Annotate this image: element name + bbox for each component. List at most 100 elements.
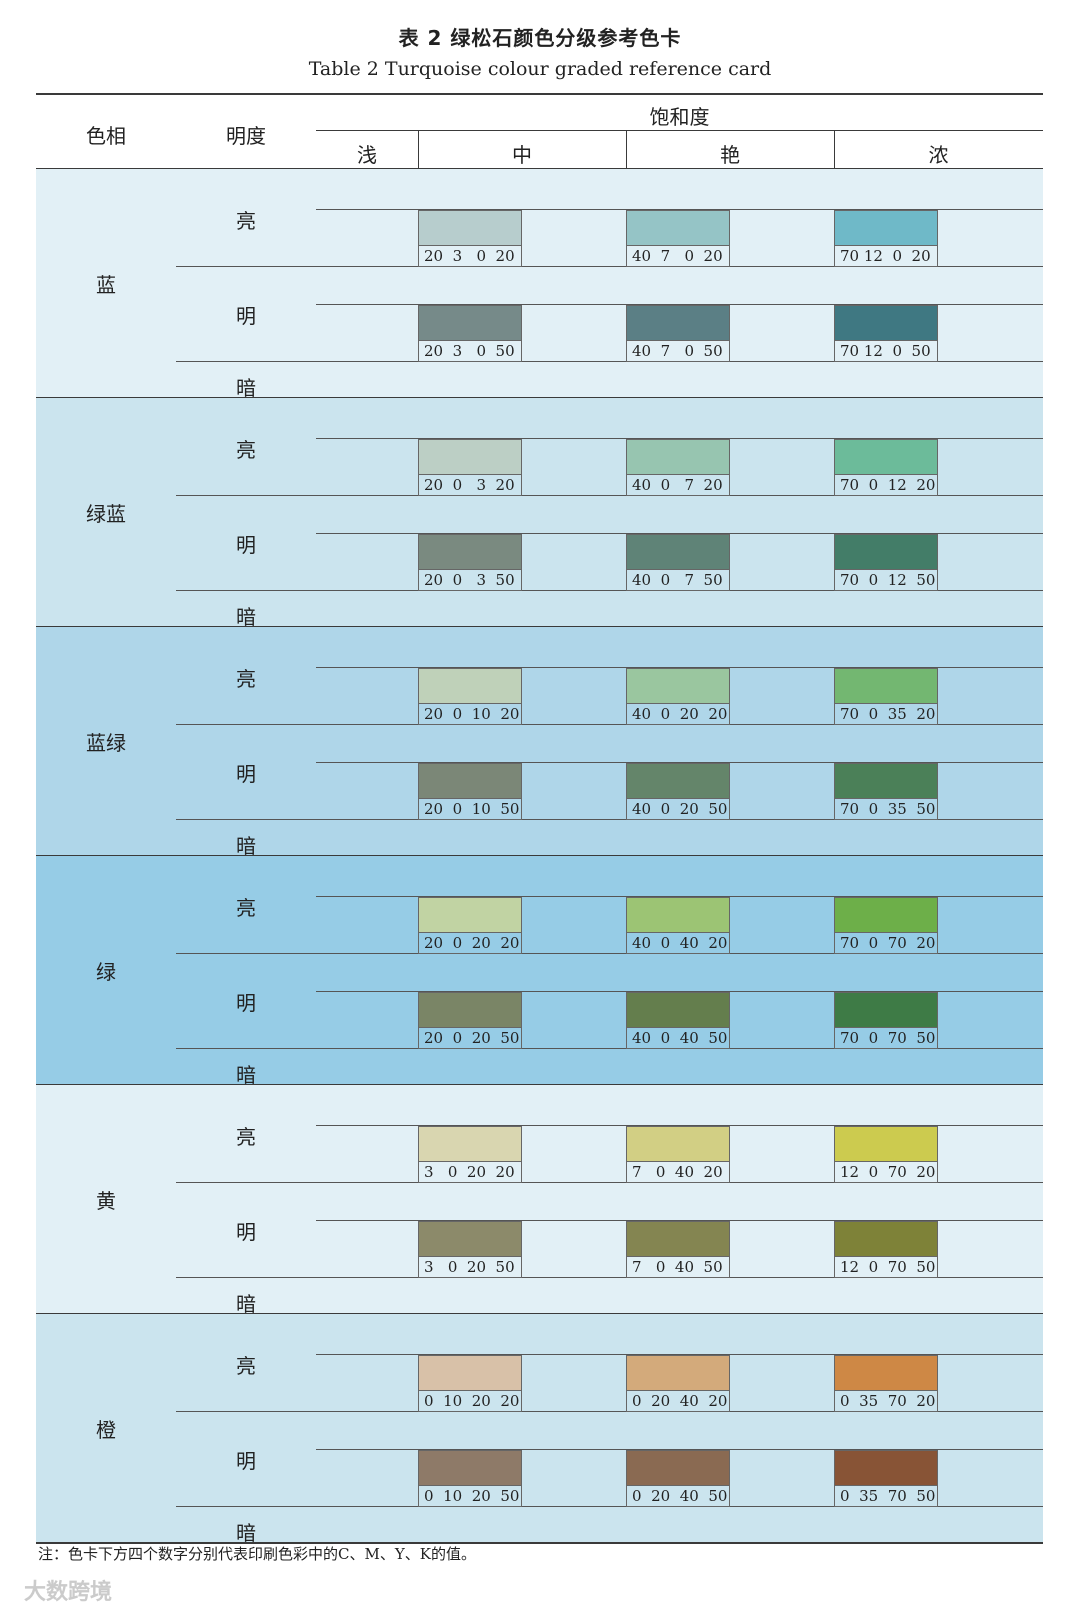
swatch-color-patch: [626, 763, 730, 799]
swatch-cmyk-code: 7 0 40 50: [626, 1257, 730, 1278]
color-swatch: 70 0 35 50: [834, 763, 938, 820]
color-swatch: 70 0 12 50: [834, 534, 938, 591]
swatch-color-patch: [834, 534, 938, 570]
brightness-label-dark: 暗: [236, 1063, 256, 1087]
header-brightness: 明度: [226, 124, 266, 148]
swatch-color-patch: [418, 210, 522, 246]
row-bottom-line: [176, 1182, 1043, 1183]
swatch-color-patch: [626, 210, 730, 246]
swatch-cmyk-code: 40 0 40 20: [626, 933, 730, 954]
color-swatch: 0 10 20 50: [418, 1450, 522, 1507]
header-bottom-rule: [36, 168, 1043, 169]
row-top-line: [316, 438, 1043, 439]
group-bottom-rule: [36, 855, 1043, 856]
swatch-cmyk-code: 12 0 70 50: [834, 1257, 938, 1278]
header-level: 艳: [720, 143, 740, 167]
swatch-cmyk-code: 0 10 20 20: [418, 1391, 522, 1412]
swatch-color-patch: [626, 668, 730, 704]
swatch-color-patch: [834, 1355, 938, 1391]
swatch-color-patch: [418, 534, 522, 570]
table-top-rule: [36, 93, 1043, 95]
swatch-color-patch: [418, 897, 522, 933]
swatch-cmyk-code: 40 7 0 20: [626, 246, 730, 267]
brightness-label: 明: [236, 304, 256, 328]
brightness-label: 亮: [236, 209, 256, 233]
hue-label: 橙: [96, 1418, 116, 1442]
header-level: 浅: [357, 143, 377, 167]
color-swatch: 40 7 0 20: [626, 210, 730, 267]
group-bottom-rule: [36, 1313, 1043, 1314]
brightness-label: 亮: [236, 438, 256, 462]
watermark-logo: 大数跨境: [24, 1580, 113, 1605]
swatch-cmyk-code: 20 0 10 50: [418, 799, 522, 820]
swatch-color-patch: [834, 439, 938, 475]
swatch-cmyk-code: 70 0 35 20: [834, 704, 938, 725]
swatch-color-patch: [626, 897, 730, 933]
color-swatch: 0 10 20 20: [418, 1355, 522, 1412]
swatch-cmyk-code: 0 35 70 20: [834, 1391, 938, 1412]
header-hue: 色相: [86, 124, 126, 148]
brightness-label-dark: 暗: [236, 834, 256, 858]
title-en: Table 2 Turquoise colour graded referenc…: [308, 58, 772, 80]
hue-label: 蓝: [96, 273, 116, 297]
swatch-cmyk-code: 7 0 40 20: [626, 1162, 730, 1183]
swatch-color-patch: [834, 1126, 938, 1162]
row-bottom-line: [176, 819, 1043, 820]
row-top-line: [316, 762, 1043, 763]
color-swatch: 20 0 10 20: [418, 668, 522, 725]
row-top-line: [316, 896, 1043, 897]
swatch-cmyk-code: 20 0 20 50: [418, 1028, 522, 1049]
group-bottom-rule: [36, 1084, 1043, 1085]
swatch-color-patch: [834, 1221, 938, 1257]
swatch-cmyk-code: 20 3 0 20: [418, 246, 522, 267]
title-cn: 表 2 绿松石颜色分级参考色卡: [398, 26, 682, 50]
group-background: [36, 1085, 1043, 1314]
swatch-color-patch: [834, 763, 938, 799]
brightness-label: 亮: [236, 1354, 256, 1378]
color-swatch: 7 0 40 50: [626, 1221, 730, 1278]
color-swatch: 20 0 20 20: [418, 897, 522, 954]
color-swatch: 40 0 20 20: [626, 668, 730, 725]
row-top-line: [316, 304, 1043, 305]
group-bottom-rule: [36, 397, 1043, 398]
swatch-color-patch: [418, 763, 522, 799]
row-top-line: [316, 1220, 1043, 1221]
row-top-line: [316, 1354, 1043, 1355]
row-top-line: [316, 1125, 1043, 1126]
color-swatch: 70 0 70 20: [834, 897, 938, 954]
swatch-cmyk-code: 0 10 20 50: [418, 1486, 522, 1507]
swatch-cmyk-code: 20 0 20 20: [418, 933, 522, 954]
swatch-color-patch: [626, 1450, 730, 1486]
brightness-label: 亮: [236, 1125, 256, 1149]
color-swatch: 70 0 12 20: [834, 439, 938, 496]
brightness-label: 明: [236, 762, 256, 786]
swatch-color-patch: [834, 210, 938, 246]
hue-label: 绿蓝: [86, 502, 126, 526]
brightness-label-dark: 暗: [236, 1521, 256, 1545]
color-swatch: 70 12 0 20: [834, 210, 938, 267]
swatch-color-patch: [834, 992, 938, 1028]
swatch-cmyk-code: 3 0 20 50: [418, 1257, 522, 1278]
color-swatch: 0 35 70 50: [834, 1450, 938, 1507]
brightness-label: 亮: [236, 896, 256, 920]
swatch-cmyk-code: 20 0 10 20: [418, 704, 522, 725]
saturation-rule: [316, 130, 1043, 131]
swatch-cmyk-code: 40 0 7 50: [626, 570, 730, 591]
header-level: 浓: [928, 143, 949, 167]
color-swatch: 40 0 40 20: [626, 897, 730, 954]
brightness-label: 明: [236, 1449, 256, 1473]
row-bottom-line: [176, 266, 1043, 267]
color-swatch: 20 0 10 50: [418, 763, 522, 820]
swatch-color-patch: [626, 439, 730, 475]
row-bottom-line: [176, 495, 1043, 496]
brightness-label: 明: [236, 991, 256, 1015]
swatch-color-patch: [418, 305, 522, 341]
brightness-label-dark: 暗: [236, 1292, 256, 1316]
row-bottom-line: [176, 1277, 1043, 1278]
swatch-color-patch: [626, 1221, 730, 1257]
color-swatch: 40 0 40 50: [626, 992, 730, 1049]
swatch-color-patch: [626, 305, 730, 341]
color-swatch: 20 0 20 50: [418, 992, 522, 1049]
group-bottom-rule: [36, 626, 1043, 627]
group-background: [36, 1314, 1043, 1543]
